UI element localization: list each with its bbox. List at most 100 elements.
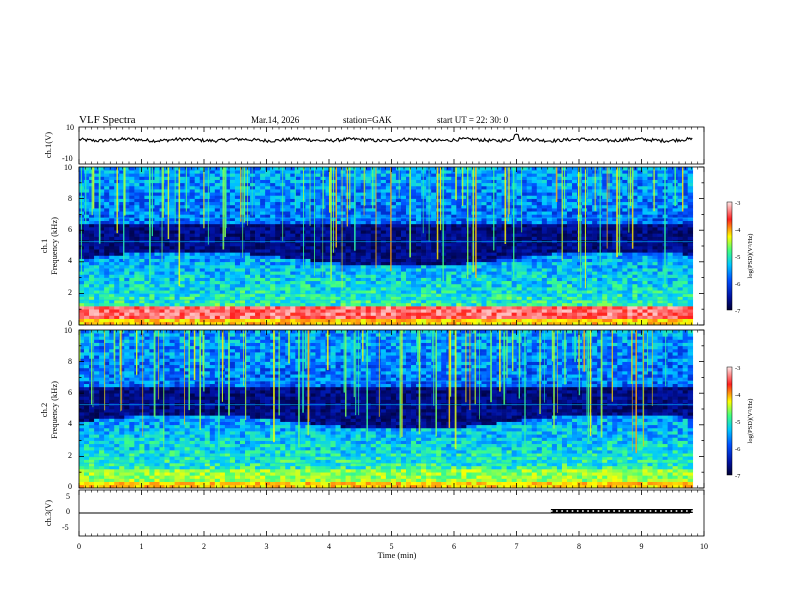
spectrogram-cell	[506, 312, 512, 316]
spectrogram-cell	[501, 255, 507, 259]
spectrogram-cell	[310, 211, 316, 215]
spectrogram-cell	[194, 302, 201, 307]
spectrogram-cell	[104, 315, 110, 319]
spectrogram-cell	[124, 271, 130, 275]
spectrogram-cell	[134, 249, 140, 253]
spectrogram-cell	[370, 268, 377, 272]
spectrogram-cell	[411, 192, 417, 196]
spectrogram-cell	[104, 198, 110, 203]
spectrogram-cell	[335, 299, 341, 304]
spectrogram-cell	[385, 261, 392, 266]
spectrogram-cell	[441, 309, 447, 313]
spectrogram-cell	[250, 252, 256, 256]
spectrogram-cell	[315, 182, 321, 187]
spectrogram-cell	[325, 299, 331, 304]
spectrogram-cell	[431, 179, 437, 184]
spectrogram-cell	[144, 233, 150, 237]
spectrogram-cell	[164, 233, 170, 237]
spectrogram-cell	[119, 195, 125, 199]
spectrogram-cell	[335, 296, 341, 301]
spectrogram-cell	[159, 321, 165, 326]
spectrogram-cell	[270, 217, 276, 222]
spectrogram-cell	[451, 192, 457, 196]
spectrogram-cell	[330, 287, 336, 291]
spectrogram-cell	[164, 255, 170, 259]
spectrogram-cell	[486, 230, 492, 234]
spectrogram-cell	[290, 170, 296, 174]
spectrogram-cell	[139, 268, 145, 272]
spectrogram-cell	[516, 192, 522, 196]
spectrogram-cell	[395, 309, 402, 313]
spectrogram-cell	[189, 283, 196, 288]
spectrogram-cell	[94, 271, 100, 275]
spectrogram-cell	[154, 309, 160, 313]
spectrogram-cell	[426, 249, 432, 253]
spectrogram-cell	[290, 211, 296, 215]
spectrogram-cell	[466, 255, 472, 259]
spectrogram-cell	[164, 277, 170, 282]
spectrogram-cell	[119, 176, 125, 180]
spectrogram-cell	[466, 214, 472, 218]
spectrogram-cell	[446, 246, 452, 250]
spectrogram-cell	[330, 299, 336, 304]
spectrogram-cell	[406, 271, 412, 275]
spectrogram-cell	[566, 217, 573, 222]
spectrogram-cell	[360, 280, 367, 285]
spectrogram-cell	[104, 179, 110, 184]
spectrogram-cell	[572, 220, 578, 225]
spectrogram-cell	[194, 198, 201, 203]
spectrogram-cell	[496, 255, 502, 259]
spectrogram-cell	[315, 280, 321, 285]
spectrogram-cell	[320, 280, 326, 285]
spectrogram-cell	[411, 280, 417, 285]
spectrogram-cell	[315, 306, 321, 310]
spectrogram-cell	[270, 290, 276, 294]
spectrogram-cell	[556, 306, 563, 310]
spectrogram-cell	[546, 192, 553, 196]
spectrogram-cell	[275, 185, 281, 190]
spectrogram-cell	[219, 293, 226, 297]
spectrogram-cell	[89, 261, 95, 266]
spectrogram-cell	[219, 261, 226, 266]
spectrogram-cell	[516, 249, 522, 253]
spectrogram-cell	[355, 170, 362, 174]
spectrogram-cell	[360, 223, 367, 228]
spectrogram-cell	[340, 236, 346, 240]
spectrogram-cell	[441, 306, 447, 310]
spectrogram-cell	[365, 299, 372, 304]
spectrogram-cell	[521, 290, 528, 294]
spectrogram-cell	[577, 261, 583, 266]
spectrogram-cell	[360, 195, 367, 199]
spectrogram-cell	[199, 312, 206, 316]
spectrogram-cell	[461, 271, 467, 275]
spectrogram-cell	[250, 167, 256, 171]
spectrogram-cell	[431, 208, 437, 212]
spectrogram-cell	[224, 208, 231, 212]
spectrogram-cell	[305, 252, 311, 256]
spectrogram-cell	[275, 167, 281, 171]
spectrogram-cell	[310, 204, 316, 209]
spectrogram-cell	[491, 271, 497, 275]
spectrogram-cell	[421, 309, 427, 313]
spectrogram-cell	[335, 198, 341, 203]
spectrogram-cell	[340, 223, 346, 228]
spectrogram-cell	[516, 227, 522, 231]
spectrogram-cell	[260, 252, 266, 256]
spectrogram-cell	[355, 167, 362, 171]
spectrogram-cell	[194, 189, 201, 193]
spectrogram-cell	[270, 283, 276, 288]
spectrogram-cell	[184, 280, 190, 285]
spectrogram-cell	[174, 242, 180, 247]
spectrogram-cell	[194, 296, 201, 301]
spectrogram-cell	[461, 246, 467, 250]
spectrogram-cell	[260, 255, 266, 259]
spectrogram-cell	[265, 321, 271, 326]
spectrogram-cell	[260, 167, 266, 171]
spectrogram-cell	[144, 242, 150, 247]
spectrogram-cell	[355, 217, 362, 222]
spectrogram-cell	[531, 185, 538, 190]
spectrogram-cell	[476, 315, 482, 319]
spectrogram-cell	[426, 318, 432, 323]
spectrogram-cell	[526, 258, 533, 263]
spectrogram-cell	[511, 302, 517, 307]
